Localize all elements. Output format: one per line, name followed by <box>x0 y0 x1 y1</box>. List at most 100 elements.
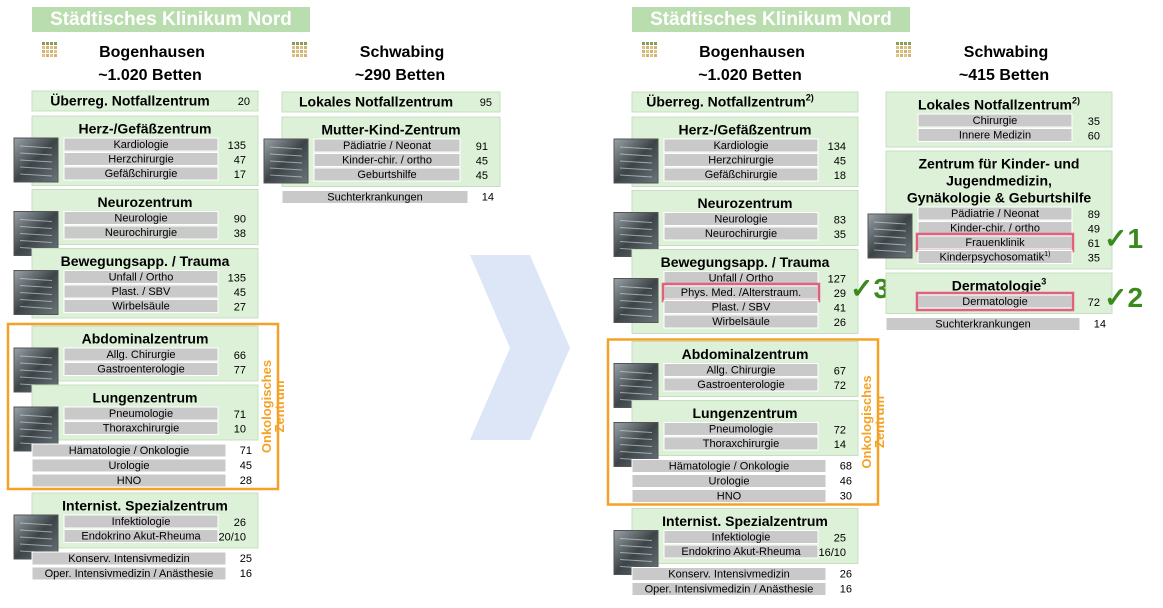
item-value: 72 <box>1088 297 1100 309</box>
item-label: Thoraxchirurgie <box>103 422 179 434</box>
logo-cell <box>654 50 657 53</box>
item-bar <box>663 377 819 392</box>
item-bar <box>663 436 819 451</box>
xray-detail <box>619 392 653 395</box>
item-value: 17 <box>234 169 246 181</box>
check-mark: ✓2 <box>1104 282 1143 313</box>
bed-count-main: ~415 Betten <box>959 67 1049 84</box>
item-value-main: 72 <box>834 424 846 436</box>
item-label-main: Thoraxchirurgie <box>703 438 779 450</box>
item-value: 47 <box>234 154 246 166</box>
check-mark-main: ✓2 <box>1104 282 1143 313</box>
bed-count: ~415 Betten <box>959 67 1049 84</box>
item-label-main: Dermatologie <box>962 296 1027 308</box>
logo-cell <box>904 54 907 57</box>
item-value-main: 49 <box>1088 223 1100 235</box>
item-value: 60 <box>1088 130 1100 142</box>
site-name-main: Bogenhausen <box>699 44 805 61</box>
item-bar <box>663 167 819 182</box>
item-label-main: Oper. Intensivmedizin / Anästhesie <box>45 568 214 580</box>
group-title: Lungenzentrum <box>93 389 198 405</box>
item-bar <box>31 458 227 473</box>
logo-cell <box>300 46 303 49</box>
site-name: Bogenhausen <box>699 44 805 61</box>
group-title-main: Internist. Spezialzentrum <box>662 513 828 529</box>
item-label-main: HNO <box>117 475 142 487</box>
item-label: Dermatologie <box>962 296 1027 308</box>
item-value: 16 <box>840 583 852 595</box>
xray-detail <box>619 300 653 303</box>
item-label: Neurochirurgie <box>105 227 177 239</box>
item-label-main: Wirbelsäule <box>112 300 169 312</box>
frame-label: Onkologisches <box>259 360 274 453</box>
xray-detail <box>19 240 53 243</box>
logo-cell <box>304 46 307 49</box>
xray-image <box>263 138 309 184</box>
header-title-main: Städtisches Klinikum Nord <box>50 9 292 30</box>
item-label: Infektiologie <box>712 531 771 543</box>
item-label: Pädiatrie / Neonat <box>951 208 1039 220</box>
group-title: Bewegungsapp. / Trauma <box>661 254 830 270</box>
logo-cell <box>304 50 307 53</box>
header-row-value-main: 95 <box>480 97 492 109</box>
item-bar <box>31 473 227 488</box>
item-value-main: 45 <box>834 155 846 167</box>
item-value: 41 <box>834 302 846 314</box>
group-title-main: Neurozentrum <box>698 195 793 211</box>
item-bar <box>663 314 819 329</box>
logo-cell <box>646 42 649 45</box>
item-value: 61 <box>1088 238 1100 250</box>
xray-detail <box>19 428 53 432</box>
item-value: 20/10 <box>218 531 246 543</box>
item-label-main: Pädiatrie / Neonat <box>951 208 1039 220</box>
logo-cell <box>908 50 911 53</box>
item-bar <box>63 362 219 376</box>
logo-cell <box>42 50 45 53</box>
item-bar <box>631 489 827 503</box>
item-label: Geburtshilfe <box>357 169 416 181</box>
item-label: Allg. Chirurgie <box>106 349 175 361</box>
logo-cell <box>42 42 45 45</box>
item-value: 72 <box>834 424 846 436</box>
oncology-frame <box>606 338 880 506</box>
xray-detail <box>19 414 53 418</box>
item-label-main: Pneumologie <box>109 408 173 420</box>
frame-label: Zentrum <box>872 396 887 448</box>
item-value: 45 <box>234 287 246 299</box>
item-label-main: Innere Medizin <box>959 129 1031 141</box>
group-title: Zentrum für Kinder- und <box>919 155 1080 171</box>
item-label-main: Gastroenterologie <box>97 363 184 375</box>
group-title-main: Abdominalzentrum <box>82 330 209 346</box>
header-row-value-main: 20 <box>238 96 250 108</box>
item-label: Allg. Chirurgie <box>706 364 775 376</box>
item-value-main: 16 <box>240 568 252 580</box>
item-label-main: Gefäßchirurgie <box>705 169 778 181</box>
item-value: 25 <box>240 553 252 565</box>
logo-cell <box>646 54 649 57</box>
check-mark-main: ✓3 <box>850 273 889 304</box>
item-label-main: Urologie <box>109 460 150 472</box>
item-bar <box>63 137 219 152</box>
item-label-main: Hämatologie / Onkologie <box>69 445 189 457</box>
item-value-main: 67 <box>834 365 846 377</box>
logo-cell <box>300 54 303 57</box>
logo-cell <box>896 50 899 53</box>
header-row-label: Überreg. Notfallzentrum2) <box>646 93 814 109</box>
logo-cell <box>300 42 303 45</box>
item-bar <box>63 529 219 543</box>
item-value: 135 <box>228 140 246 152</box>
item-value: 27 <box>234 301 246 313</box>
xray-detail <box>19 166 53 170</box>
item-label: Wirbelsäule <box>712 316 769 328</box>
item-bar <box>885 317 1081 331</box>
xray-detail <box>19 355 53 359</box>
item-bar <box>631 567 827 581</box>
item-label-main: Neurologie <box>714 213 767 225</box>
xray-detail <box>19 369 53 373</box>
item-label: Wirbelsäule <box>112 300 169 312</box>
xray-detail <box>269 167 303 171</box>
item-label-main: Konserv. Intensivmedizin <box>668 568 789 580</box>
item-label: Thoraxchirurgie <box>703 438 779 450</box>
item-label: Innere Medizin <box>959 129 1031 141</box>
group-title: Abdominalzentrum <box>682 346 809 362</box>
